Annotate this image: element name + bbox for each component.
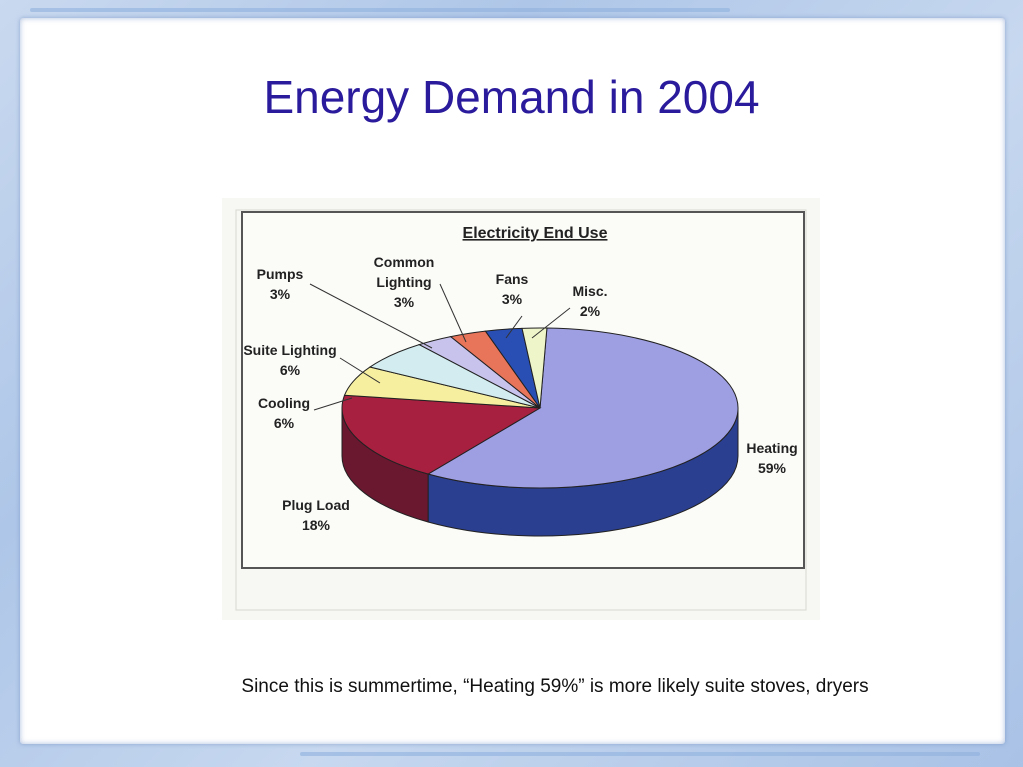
slice-value-label: 3% [270, 286, 291, 302]
pie-slice-misc- [521, 327, 548, 409]
chart-title: Electricity End Use [463, 225, 608, 242]
leader-line [439, 283, 467, 343]
pie-chart-image: Electricity End Use Heating 59% Plug Load 1… [222, 198, 820, 620]
slice-label: Lighting [376, 274, 431, 290]
pie-chart: Electricity End Use Heating 59% Plug Load 1… [235, 209, 807, 611]
slice-label: Plug Load [282, 497, 350, 513]
slide-title: Energy Demand in 2004 [263, 71, 760, 123]
frame-brush-stroke [30, 8, 730, 12]
slice-value-label: 3% [502, 291, 523, 307]
pie-slice-plug-load [341, 394, 542, 475]
slice-value-label: 59% [758, 460, 787, 476]
pie-group [341, 327, 739, 537]
leader-line [309, 283, 433, 349]
leader-line [505, 315, 523, 339]
slice-value-label: 18% [302, 517, 331, 533]
leader-line [531, 307, 571, 339]
slice-label: Suite Lighting [243, 342, 336, 358]
slice-label: Cooling [258, 395, 310, 411]
slide-caption: Since this is summertime, “Heating 59%” … [241, 676, 869, 697]
frame-brush-stroke [300, 752, 980, 756]
slice-value-label: 6% [274, 415, 295, 431]
slice-value-label: 6% [280, 362, 301, 378]
slice-label: Misc. [572, 283, 607, 299]
slice-label: Heating [746, 440, 797, 456]
leader-line [313, 397, 353, 411]
slice-label: Fans [496, 271, 529, 287]
label-group: Heating 59% Plug Load 18% Cooling 6% Suite Lig… [243, 254, 797, 533]
slice-value-label: 2% [580, 303, 601, 319]
pie-slice-heating [426, 327, 739, 489]
slice-value-label: 3% [394, 294, 415, 310]
slice-label: Pumps [257, 266, 304, 282]
slice-label: Common [374, 254, 435, 270]
leader-line [339, 357, 381, 384]
scan-background-frame [235, 209, 807, 611]
